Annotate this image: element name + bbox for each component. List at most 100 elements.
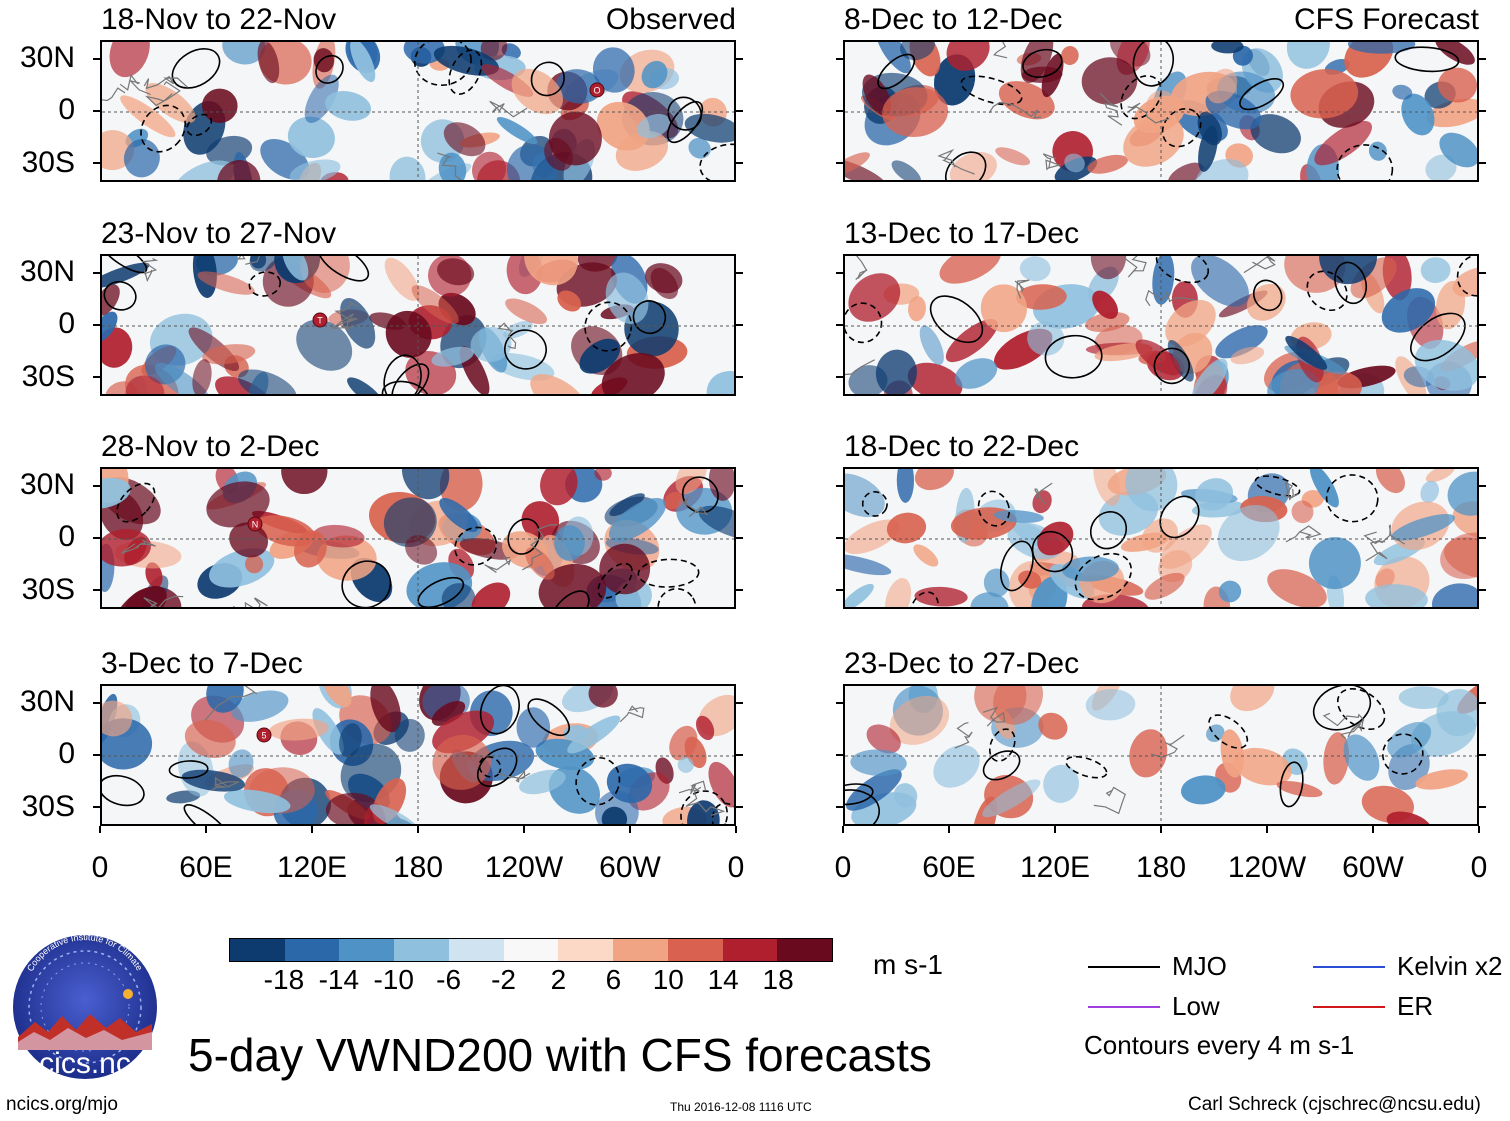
anomaly-blob	[245, 554, 264, 574]
anomaly-blob	[411, 285, 459, 324]
contour-line	[597, 562, 633, 599]
axis-tick	[93, 754, 100, 756]
contour-line	[1022, 48, 1063, 78]
anomaly-blob	[1220, 729, 1244, 778]
axis-tick	[736, 806, 743, 808]
coastline	[1099, 92, 1123, 126]
coastline	[685, 786, 726, 816]
axis-tick	[836, 272, 843, 274]
coastline	[855, 256, 868, 280]
footer-link[interactable]: ncics.org/mjo	[6, 1094, 118, 1115]
contour-line	[861, 490, 888, 517]
anomaly-blob	[1195, 158, 1249, 180]
anomaly-blob	[896, 469, 914, 503]
coastline	[1322, 712, 1365, 738]
axis-tick	[948, 826, 950, 833]
anomaly-blob	[1152, 256, 1175, 305]
contour-line	[1456, 256, 1477, 297]
colorbar-swatch	[230, 939, 285, 961]
axis-tick	[1479, 589, 1486, 591]
panel-title: 28-Nov to 2-Dec	[101, 430, 320, 463]
anomaly-blob	[384, 257, 420, 301]
contour-line	[999, 540, 1034, 592]
colorbar-label: 18	[762, 964, 794, 995]
anomaly-blob	[1246, 283, 1286, 321]
colorbar-swatch	[667, 939, 723, 961]
anomaly-blob	[1168, 162, 1204, 180]
anomaly-blob	[687, 800, 720, 824]
anomaly-blob	[1415, 769, 1468, 790]
coastline	[437, 152, 463, 180]
panel-title: 3-Dec to 7-Dec	[101, 647, 303, 680]
contour-line	[1254, 475, 1301, 497]
contour-line	[1159, 495, 1200, 539]
coastline	[682, 495, 708, 518]
anomaly-blob	[886, 512, 927, 544]
anomaly-blob	[530, 374, 587, 394]
colorbar-swatch	[394, 939, 449, 961]
anomaly-blob	[1285, 335, 1328, 370]
anomaly-blob	[1250, 114, 1301, 154]
anomaly-blob	[516, 707, 551, 748]
cics-logo: Cooperative Institute for Climate and Sa…	[7, 924, 160, 1082]
anomaly-blob	[664, 491, 684, 510]
axis-tick	[1478, 826, 1480, 833]
axis-tick	[842, 826, 844, 833]
coastline	[143, 75, 189, 90]
coastline	[119, 74, 151, 96]
anomaly-blob	[123, 139, 160, 178]
axis-tick	[93, 537, 100, 539]
storm-marker: 5	[256, 727, 272, 743]
anomaly-blob	[431, 700, 466, 726]
axis-tick	[736, 324, 743, 326]
anomaly-blob	[102, 262, 150, 289]
anomaly-blob	[1180, 775, 1226, 805]
anomaly-blob	[538, 563, 607, 607]
lon-tick-label: 120E	[276, 851, 348, 884]
anomaly-blob	[401, 469, 450, 500]
colorbar-label: 10	[652, 964, 684, 995]
anomaly-blob	[1387, 722, 1432, 758]
axis-tick	[1479, 324, 1486, 326]
axis-tick	[1479, 272, 1486, 274]
anomaly-blob	[848, 273, 901, 322]
anomaly-blob	[102, 700, 133, 737]
contour-line	[929, 295, 984, 344]
anomaly-blob	[708, 469, 734, 501]
coastline	[993, 42, 1008, 59]
legend-line	[1313, 966, 1385, 968]
axis-tick	[1054, 826, 1056, 833]
anomaly-blob	[229, 522, 269, 558]
anomaly-blob	[1230, 346, 1265, 365]
coastline	[1093, 786, 1126, 815]
map-panel	[843, 467, 1479, 609]
contour-line	[681, 476, 719, 514]
contour-line	[845, 302, 883, 344]
anomaly-blob	[257, 42, 280, 84]
anomaly-blob	[325, 91, 372, 121]
contour-line	[1312, 686, 1372, 731]
colorbar-swatch	[503, 939, 559, 961]
lon-tick-label: 120W	[1227, 851, 1307, 884]
anomaly-blob	[846, 769, 902, 811]
coastline	[1034, 482, 1053, 505]
axis-tick	[93, 806, 100, 808]
anomaly-blob	[289, 159, 341, 180]
coastline	[237, 256, 260, 265]
anomaly-blob	[369, 804, 420, 824]
legend-label: Low	[1172, 991, 1220, 1021]
contour-line	[168, 760, 209, 779]
map-field: O	[102, 42, 734, 180]
anomaly-blob	[340, 298, 376, 349]
anomaly-blob	[383, 497, 437, 547]
anomaly-blob	[471, 582, 511, 607]
contour-line	[877, 53, 916, 90]
lat-tick-label: 30N	[19, 685, 75, 718]
anomaly-blob	[706, 371, 734, 394]
coastline	[619, 705, 645, 723]
coastline	[1285, 525, 1322, 543]
anomaly-blob	[1206, 68, 1238, 104]
anomaly-blob	[708, 761, 734, 808]
map-field: N	[102, 469, 734, 607]
anomaly-blob	[845, 152, 870, 176]
